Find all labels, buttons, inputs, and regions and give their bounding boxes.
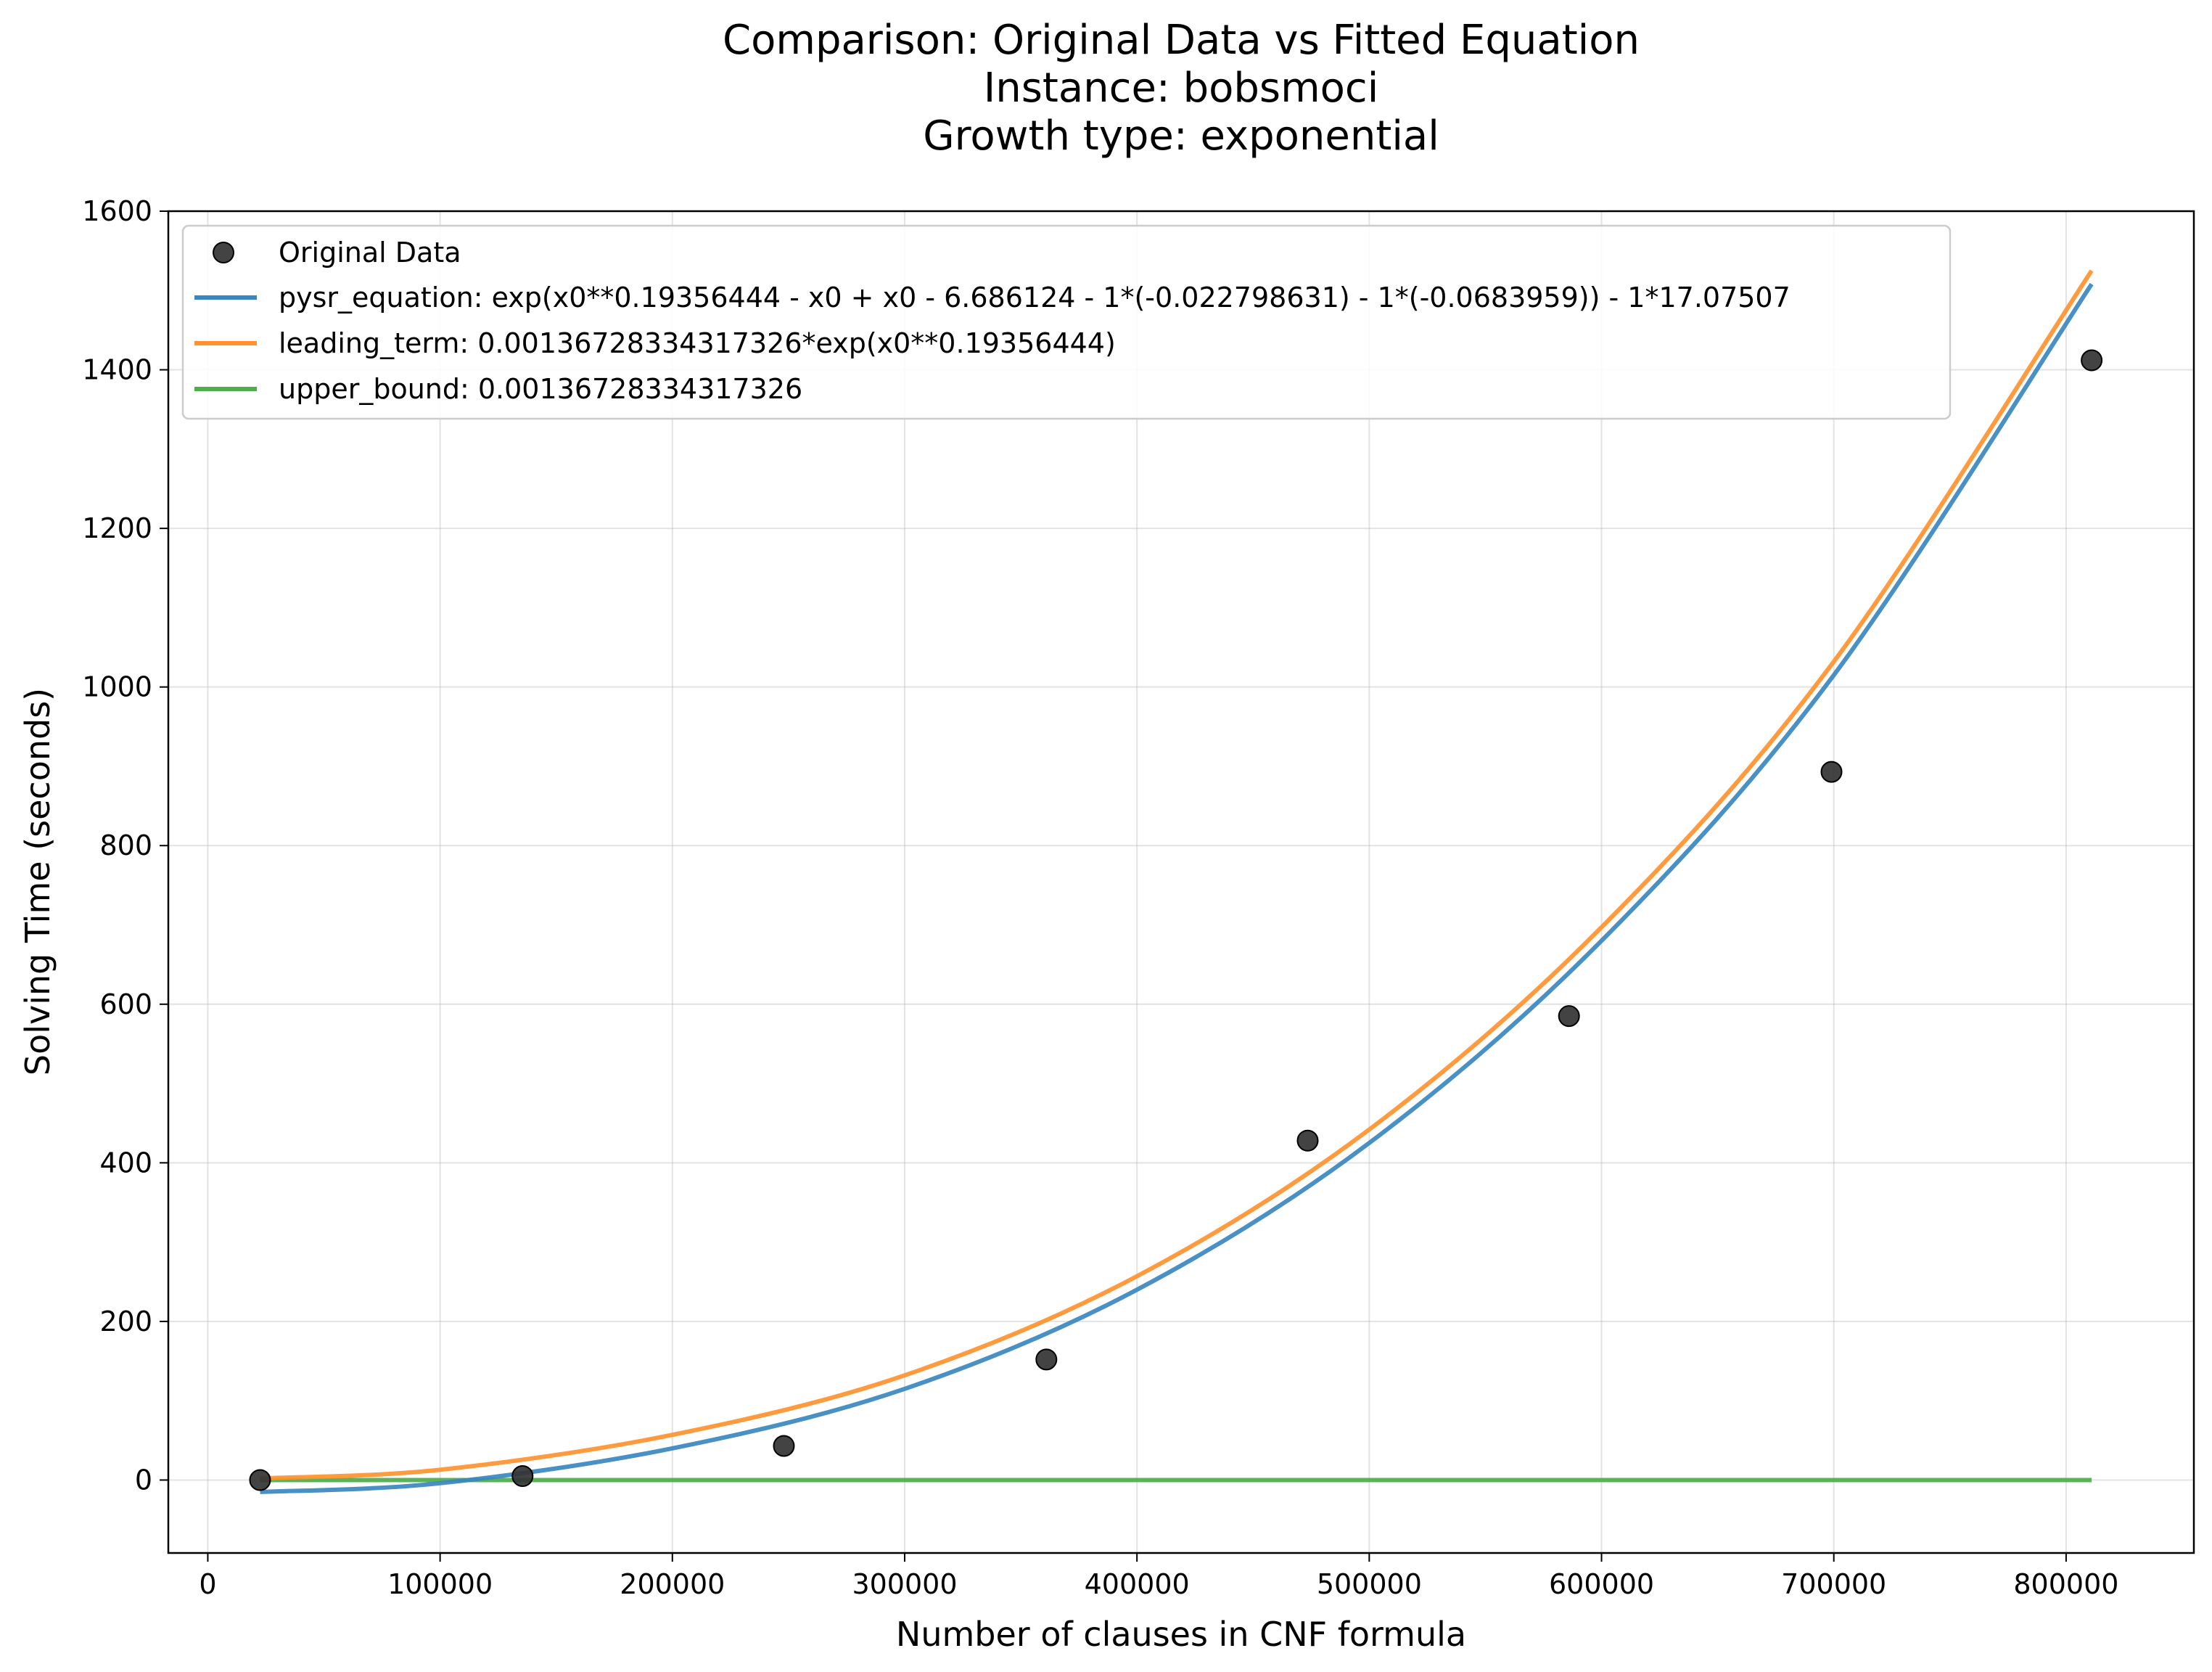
x-tick-label: 0 (199, 1568, 216, 1600)
x-axis-label: Number of clauses in CNF formula (896, 1615, 1466, 1654)
legend-items: Original Data pysr_equation: exp(x0**0.19… (194, 237, 1790, 405)
x-tick-label: 300000 (852, 1568, 957, 1600)
x-tick-label: 100000 (387, 1568, 493, 1600)
chart-title-line-2: Instance: bobsmoci (984, 65, 1379, 112)
x-tick-label: 500000 (1317, 1568, 1422, 1600)
data-point (1820, 761, 1843, 783)
y-tick-label: 400 (99, 1147, 152, 1179)
leading-term-line (260, 269, 2094, 1481)
y-tick-label: 1200 (82, 512, 152, 544)
x-tick-label: 700000 (1781, 1568, 1886, 1600)
data-point (773, 1435, 795, 1457)
legend: Original Data pysr_equation: exp(x0**0.19… (181, 224, 1952, 420)
data-point (2081, 349, 2103, 372)
data-point (249, 1469, 271, 1491)
pysr-equation-line (260, 282, 2094, 1494)
legend-item-pysr-equation: pysr_equation: exp(x0**0.19356444 - x0 +… (279, 282, 1790, 314)
y-tick-label: 800 (99, 829, 152, 861)
data-point (1035, 1348, 1058, 1371)
legend-item-original-data: Original Data (279, 237, 461, 269)
y-tick-label: 200 (99, 1306, 152, 1337)
legend-item-leading-term: leading_term: 0.00136728334317326*exp(x0… (279, 327, 1116, 359)
y-tick-label: 0 (135, 1464, 152, 1496)
x-axis-ticks: 0 100000 200000 300000 400000 500000 600000 700… (199, 1553, 2118, 1600)
legend-box (181, 224, 1952, 420)
data-point (1296, 1129, 1319, 1152)
y-axis-ticks: 0 200 400 600 800 1000 1200 1400 1600 (82, 195, 168, 1496)
y-axis-label: Solving Time (seconds) (18, 688, 57, 1075)
plot-lines (260, 269, 2094, 1494)
legend-item-upper-bound: upper_bound: 0.00136728334317326 (279, 373, 802, 405)
axes-frame (167, 210, 2195, 1554)
chart-title-line-1: Comparison: Original Data vs Fitted Equa… (723, 17, 1640, 64)
y-tick-label: 1400 (82, 354, 152, 386)
legend-marker (213, 242, 234, 263)
x-tick-label: 200000 (620, 1568, 725, 1600)
data-point (511, 1464, 534, 1487)
chart-title-line-3: Growth type: exponential (923, 112, 1439, 160)
y-tick-label: 1600 (82, 195, 152, 227)
y-tick-label: 600 (99, 988, 152, 1020)
plot-points (249, 349, 2103, 1491)
chart-title: Comparison: Original Data vs Fitted Equa… (723, 17, 1640, 160)
x-tick-label: 400000 (1085, 1568, 1190, 1600)
data-point (1558, 1005, 1580, 1028)
x-tick-label: 600000 (1549, 1568, 1654, 1600)
y-tick-label: 1000 (82, 671, 152, 703)
x-tick-label: 800000 (2013, 1568, 2118, 1600)
